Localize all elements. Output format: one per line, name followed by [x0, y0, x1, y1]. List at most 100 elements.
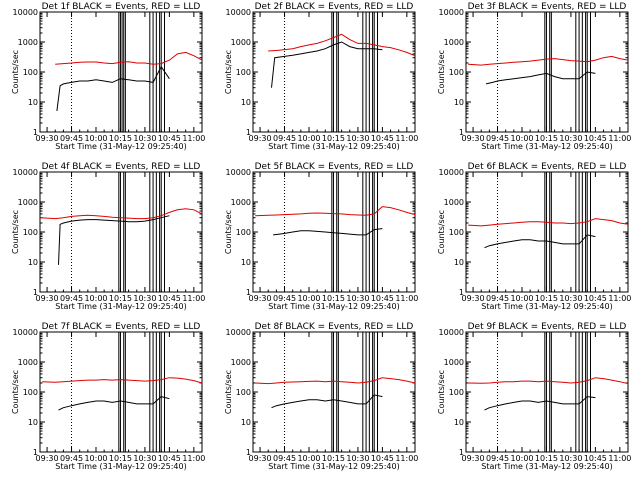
x-tick-label: 10:30	[346, 294, 369, 303]
y-axis-label: Counts/sec	[11, 370, 20, 414]
y-tick-label: 1	[33, 128, 38, 137]
x-tick-label: 10:30	[133, 134, 156, 143]
x-tick-label: 10:45	[158, 134, 181, 143]
y-tick-label: 10000	[13, 328, 38, 337]
x-tick-label: 10:15	[322, 294, 345, 303]
y-tick-label: 10	[28, 258, 38, 267]
y-tick-label: 10	[28, 98, 38, 107]
chart-panel-5: Det 5f BLACK = Events, RED = LLD 1 10 100 10…	[224, 162, 418, 311]
x-tick-label: 11:00	[395, 454, 418, 463]
y-tick-label: 10000	[13, 8, 38, 17]
chart-title: Det 7f BLACK = Events, RED = LLD	[42, 322, 201, 332]
y-axis-label: Counts/sec	[437, 210, 446, 254]
plot-frame	[252, 331, 416, 453]
x-tick-label: 10:15	[109, 294, 132, 303]
plot-frame	[39, 11, 203, 133]
x-axis-label: Start Time (31-May-12 09:25:40)	[481, 142, 612, 151]
series-lld-line	[268, 33, 416, 57]
series-events-line	[484, 234, 596, 249]
x-axis-label: Start Time (31-May-12 09:25:40)	[268, 142, 399, 151]
x-tick-label: 09:30	[36, 294, 59, 303]
y-tick-label: 10000	[439, 168, 464, 177]
y-axis-label: Counts/sec	[224, 50, 233, 94]
x-tick-label: 10:00	[297, 134, 320, 143]
chart-title: Det 5f BLACK = Events, RED = LLD	[255, 162, 414, 172]
x-tick-label: 11:00	[182, 454, 205, 463]
x-tick-label: 11:00	[608, 294, 631, 303]
y-tick-label: 10000	[226, 8, 251, 17]
y-tick-label: 10	[454, 258, 464, 267]
y-tick-label: 100	[449, 228, 464, 237]
y-axis-label: Counts/sec	[224, 370, 233, 414]
x-tick-label: 10:30	[559, 454, 582, 463]
x-axis-label: Start Time (31-May-12 09:25:40)	[55, 302, 186, 311]
y-tick-label: 10000	[439, 8, 464, 17]
x-tick-label: 10:00	[510, 134, 533, 143]
series-events-line	[56, 65, 170, 112]
x-tick-label: 09:30	[36, 134, 59, 143]
x-axis-label: Start Time (31-May-12 09:25:40)	[268, 462, 399, 471]
y-axis-label: Counts/sec	[437, 370, 446, 414]
chart-panel-9: Det 9f BLACK = Events, RED = LLD 1 10 100 10…	[437, 322, 631, 471]
x-tick-label: 10:45	[158, 454, 181, 463]
x-tick-label: 09:30	[249, 134, 272, 143]
y-tick-label: 1	[246, 288, 251, 297]
plot-frame	[252, 171, 416, 293]
x-tick-label: 10:45	[158, 294, 181, 303]
x-tick-label: 10:15	[535, 294, 558, 303]
series-events-line	[58, 396, 170, 411]
y-tick-label: 100	[449, 68, 464, 77]
y-tick-label: 10	[454, 418, 464, 427]
x-tick-label: 10:00	[84, 134, 107, 143]
y-tick-label: 1000	[231, 358, 251, 367]
x-tick-label: 10:15	[535, 454, 558, 463]
series-lld-line	[39, 208, 203, 220]
y-axis-label: Counts/sec	[437, 50, 446, 94]
x-tick-label: 09:45	[60, 134, 83, 143]
x-tick-label: 10:30	[133, 294, 156, 303]
y-tick-label: 1	[246, 448, 251, 457]
y-tick-label: 10	[28, 418, 38, 427]
series-lld-line	[255, 206, 416, 217]
x-tick-label: 11:00	[182, 134, 205, 143]
series-lld-line	[42, 377, 203, 384]
y-tick-label: 1	[33, 448, 38, 457]
x-tick-label: 10:00	[510, 294, 533, 303]
x-tick-label: 10:30	[133, 454, 156, 463]
x-tick-label: 10:30	[346, 134, 369, 143]
y-tick-label: 1000	[18, 358, 38, 367]
y-tick-label: 1000	[444, 358, 464, 367]
y-tick-label: 10	[241, 418, 251, 427]
x-tick-label: 10:45	[371, 134, 394, 143]
plot-frame	[252, 11, 416, 133]
x-tick-label: 10:30	[559, 134, 582, 143]
chart-panel-1: Det 1f BLACK = Events, RED = LLD 1 10 100 10…	[11, 2, 205, 151]
series-lld-line	[255, 377, 416, 385]
x-tick-label: 09:30	[249, 294, 272, 303]
chart-title: Det 4f BLACK = Events, RED = LLD	[42, 162, 201, 172]
chart-panel-7: Det 7f BLACK = Events, RED = LLD 1 10 100 10…	[11, 322, 205, 471]
series-events-line	[484, 396, 596, 411]
x-tick-label: 10:45	[371, 454, 394, 463]
plot-frame	[465, 171, 629, 293]
series-events-line	[485, 71, 596, 85]
y-axis-label: Counts/sec	[11, 50, 20, 94]
y-tick-label: 1000	[231, 198, 251, 207]
x-tick-label: 10:15	[322, 134, 345, 143]
x-axis-label: Start Time (31-May-12 09:25:40)	[481, 302, 612, 311]
series-events-line	[273, 228, 383, 236]
y-tick-label: 1	[246, 128, 251, 137]
y-tick-label: 100	[23, 68, 38, 77]
y-tick-label: 10000	[226, 168, 251, 177]
series-lld-line	[468, 377, 629, 385]
x-tick-label: 11:00	[395, 134, 418, 143]
x-axis-label: Start Time (31-May-12 09:25:40)	[481, 462, 612, 471]
plot-frame	[465, 331, 629, 453]
y-tick-label: 1	[459, 128, 464, 137]
series-events-line	[271, 41, 383, 88]
chart-title: Det 9f BLACK = Events, RED = LLD	[468, 322, 627, 332]
x-tick-label: 09:45	[486, 454, 509, 463]
x-tick-label: 09:45	[273, 454, 296, 463]
y-tick-label: 100	[23, 388, 38, 397]
x-tick-label: 10:45	[584, 454, 607, 463]
